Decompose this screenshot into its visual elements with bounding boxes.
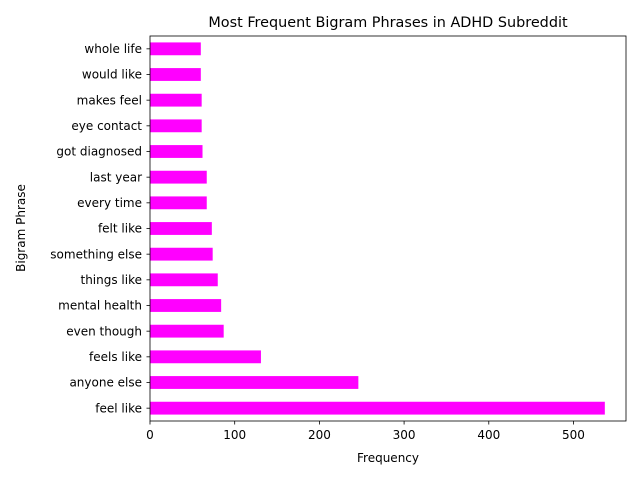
bar-anyone-else — [150, 376, 359, 389]
y-tick-label: would like — [82, 68, 142, 82]
y-axis-ticks: feel like anyone else feels like even thoug… — [50, 42, 150, 415]
y-tick-label: whole life — [84, 42, 142, 56]
bar-things-like — [150, 273, 218, 287]
bar-last-year — [150, 170, 207, 184]
y-tick-label: anyone else — [69, 376, 142, 390]
bar-feels-like — [150, 350, 261, 364]
y-tick-label: something else — [50, 247, 142, 261]
x-tick-label: 300 — [393, 428, 416, 442]
bar-got-diagnosed — [150, 145, 203, 158]
y-axis-label: Bigram Phrase — [14, 184, 28, 272]
y-tick-label: feels like — [89, 350, 142, 364]
x-tick-label: 500 — [562, 428, 585, 442]
x-tick-label: 0 — [146, 428, 154, 442]
bar-whole-life — [150, 42, 201, 56]
bar-something-else — [150, 247, 213, 261]
x-tick-label: 200 — [308, 428, 331, 442]
y-tick-label: mental health — [58, 299, 142, 313]
y-tick-label: every time — [77, 196, 142, 210]
bar-felt-like — [150, 222, 212, 235]
bar-eye-contact — [150, 119, 202, 133]
bar-would-like — [150, 68, 201, 81]
x-axis-ticks: 0 100 200 300 400 500 — [146, 421, 585, 442]
bar-every-time — [150, 196, 207, 210]
bars-group — [150, 42, 605, 415]
x-tick-label: 400 — [477, 428, 500, 442]
y-tick-label: got diagnosed — [56, 145, 142, 159]
bar-makes-feel — [150, 93, 202, 107]
y-tick-label: things like — [80, 273, 142, 287]
bar-feel-like — [150, 401, 605, 415]
y-tick-label: eye contact — [71, 119, 142, 133]
y-tick-label: feel like — [95, 401, 142, 415]
chart-title: Most Frequent Bigram Phrases in ADHD Sub… — [208, 15, 568, 31]
bar-even-though — [150, 324, 224, 338]
bar-mental-health — [150, 299, 222, 312]
y-tick-label: felt like — [98, 222, 142, 236]
y-tick-label: last year — [90, 170, 142, 184]
plot-frame — [149, 35, 627, 422]
x-axis-label: Frequency — [357, 451, 419, 465]
y-tick-label: even though — [66, 324, 142, 338]
x-tick-label: 100 — [223, 428, 246, 442]
y-tick-label: makes feel — [77, 93, 142, 107]
